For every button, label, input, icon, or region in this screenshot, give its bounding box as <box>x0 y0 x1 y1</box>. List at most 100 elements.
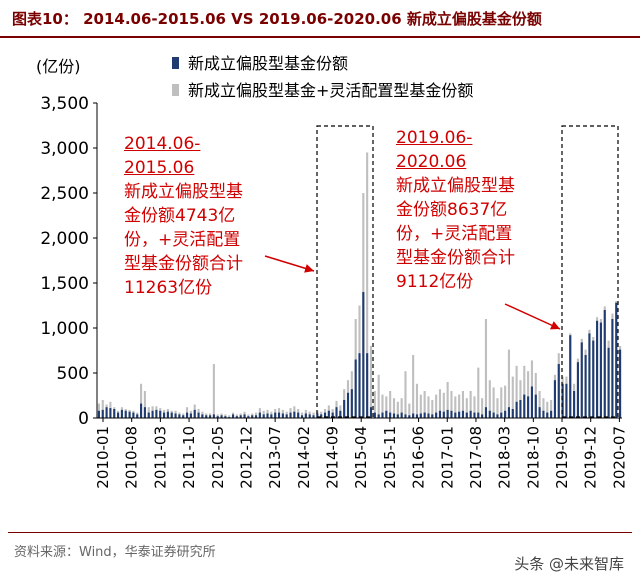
annotation-2019-period-start: 2019.06- <box>396 128 473 148</box>
bar-combined <box>488 380 491 418</box>
watermark: 头条 @未来智库 <box>508 551 630 576</box>
bar-equity <box>366 353 369 418</box>
bar-combined <box>527 371 530 418</box>
bar-chart: 0 500 1,000 1,500 2,000 2,500 3,000 3,500 (亿份) 2… <box>36 54 628 489</box>
bar-equity <box>473 412 476 418</box>
bar-combined <box>542 398 545 418</box>
bar-equity <box>442 411 445 418</box>
bar-combined <box>550 400 553 418</box>
bar-combined <box>496 398 499 418</box>
bar-equity <box>235 416 238 418</box>
x-tick-label: 2016-06 <box>410 426 428 489</box>
x-tick-label: 2010-01 <box>94 426 112 489</box>
bar-equity <box>481 414 484 418</box>
bar-combined <box>373 391 376 418</box>
bar-equity <box>327 410 330 418</box>
bar-equity <box>573 391 576 418</box>
bar-equity <box>281 413 284 418</box>
bar-combined <box>500 387 503 418</box>
bar-equity <box>496 414 499 418</box>
bar-equity <box>266 413 269 418</box>
bar-equity <box>515 401 518 418</box>
bar-equity <box>488 410 491 418</box>
bar-equity <box>576 362 579 418</box>
bar-equity <box>243 414 246 418</box>
y-axis-title: (亿份) <box>36 57 81 76</box>
bar-equity <box>159 410 162 418</box>
x-tick-label: 2015-11 <box>381 426 399 489</box>
bar-equity <box>151 410 154 418</box>
bar-equity <box>277 412 281 418</box>
bar-equity <box>519 400 522 418</box>
y-tick-label: 3,500 <box>40 94 89 114</box>
bar-combined <box>431 400 434 418</box>
bar-equity <box>588 333 591 418</box>
bar-equity <box>174 413 177 418</box>
bar-combined <box>523 365 526 418</box>
bar-combined <box>423 391 426 418</box>
bar-equity <box>523 394 526 418</box>
bar-equity <box>557 364 560 418</box>
bar-equity <box>404 414 407 418</box>
bar-equity <box>354 359 357 418</box>
bar-equity <box>163 412 166 418</box>
bar-equity <box>231 414 235 418</box>
bar-equity <box>136 414 139 418</box>
x-tick-label: 2020-07 <box>610 426 628 489</box>
bar-equity <box>316 413 319 418</box>
bar-combined <box>389 391 392 418</box>
y-tick-label: 0 <box>78 409 89 429</box>
bar-combined <box>484 319 488 418</box>
annotation-2014: 2014.06- 2015.06 新成立偏股型基 金份额4743亿 份，+灵活配… <box>124 132 243 300</box>
bar-equity <box>197 412 200 418</box>
bar-equity <box>458 411 461 418</box>
bar-equity <box>239 415 242 418</box>
bar-equity <box>170 412 173 418</box>
bar-equity <box>362 292 365 418</box>
x-tick-label: 2018-03 <box>496 426 514 489</box>
x-tick-label: 2019-12 <box>582 426 600 489</box>
bar-combined <box>366 152 369 418</box>
bar-equity <box>527 396 530 418</box>
bar-combined <box>546 401 549 418</box>
bar-equity <box>599 322 602 418</box>
annotation-2019: 2019.06- 2020.06 新成立偏股型基 金份额8637亿 份，+灵活配… <box>396 126 515 294</box>
legend-swatch-combined <box>172 84 179 96</box>
annotation-2019-period-end: 2020.06 <box>396 152 467 172</box>
bar-combined <box>538 391 541 418</box>
bar-equity <box>561 383 564 418</box>
bar-equity <box>580 342 583 418</box>
x-tick-label: 2018-10 <box>524 426 542 489</box>
bar-combined <box>507 349 511 418</box>
bar-equity <box>312 415 315 418</box>
bar-equity <box>331 412 334 418</box>
bar-combined <box>469 391 472 418</box>
y-tick-label: 1,500 <box>40 274 89 294</box>
highlight-boxes <box>316 125 619 418</box>
annotation-2014-line5: 11263亿份 <box>124 278 213 298</box>
bar-equity <box>465 412 468 418</box>
bar-equity <box>343 400 346 418</box>
bar-equity <box>258 412 261 418</box>
bar-equity <box>565 383 568 418</box>
bar-equity <box>101 409 104 418</box>
arrow-2019 <box>504 303 561 330</box>
bar-equity <box>205 415 208 418</box>
bar-combined <box>419 394 422 418</box>
x-tick-label: 2010-08 <box>123 426 141 489</box>
bar-equity <box>530 386 533 418</box>
x-tick-label: 2014-09 <box>324 426 342 489</box>
bar-equity <box>182 415 185 418</box>
annotation-2014-period-end: 2015.06 <box>124 158 195 178</box>
legend-swatch-equity <box>172 57 179 69</box>
bar-equity <box>450 410 453 418</box>
bar-combined <box>450 391 453 418</box>
bar-equity <box>285 414 288 418</box>
bar-combined <box>377 374 380 418</box>
bar-equity <box>435 412 438 418</box>
bar-equity <box>128 411 131 418</box>
bar-combined <box>461 391 465 418</box>
bar-equity <box>212 414 215 418</box>
bar-equity <box>438 410 442 418</box>
